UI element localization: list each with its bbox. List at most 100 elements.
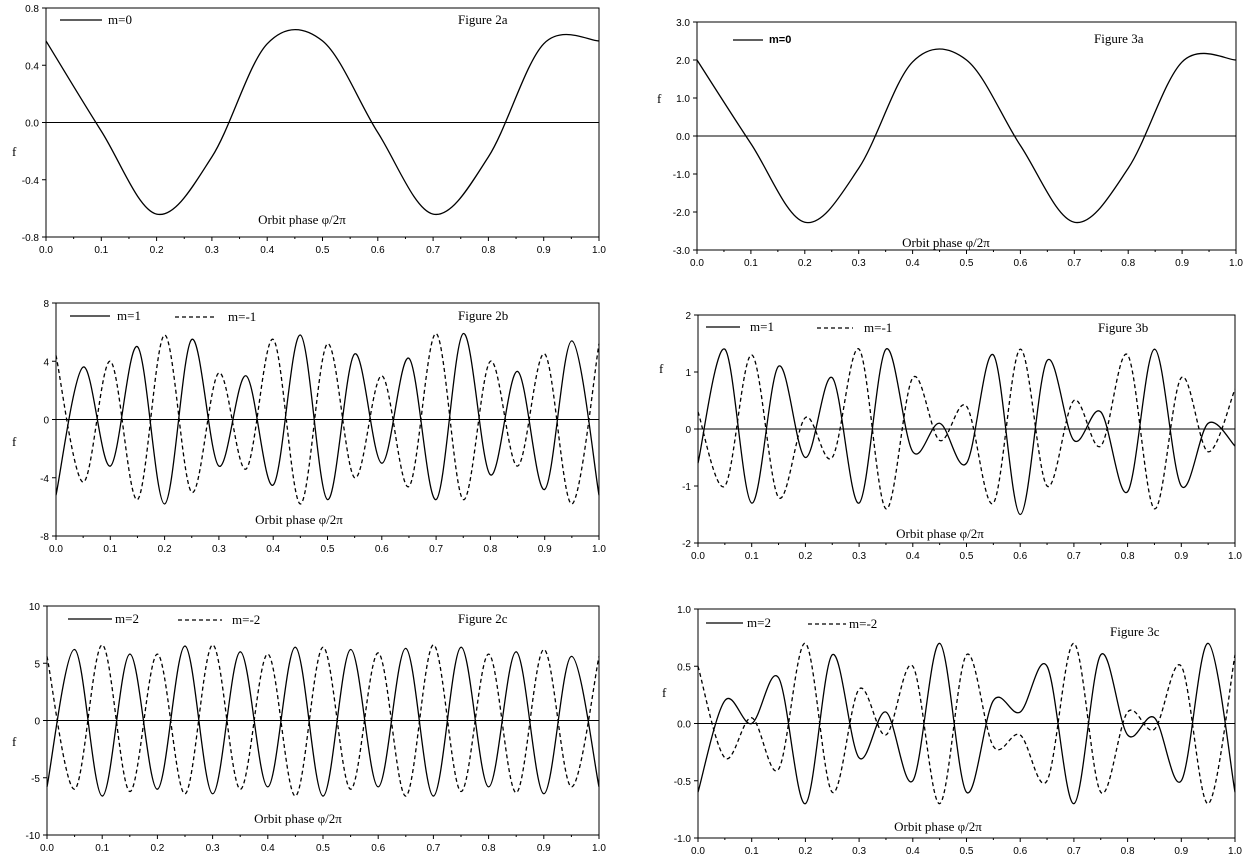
y-axis-label: f bbox=[657, 91, 662, 106]
x-tick-label: 0.1 bbox=[103, 544, 117, 555]
y-tick-label: 1.0 bbox=[677, 605, 691, 616]
series-line-m=1 bbox=[697, 348, 1236, 516]
x-tick-label: 0.2 bbox=[158, 544, 172, 555]
y-axis-label: f bbox=[12, 144, 17, 159]
y-tick-label: 2.0 bbox=[676, 56, 690, 67]
x-tick-label: 0.1 bbox=[94, 245, 108, 256]
legend-label: m=0 bbox=[108, 12, 132, 27]
series-line-m=1 bbox=[55, 332, 600, 505]
x-tick-label: 0.0 bbox=[691, 846, 705, 857]
y-tick-label: -5 bbox=[31, 774, 40, 785]
x-tick-label: 0.4 bbox=[266, 544, 280, 555]
x-tick-label: 1.0 bbox=[592, 245, 606, 256]
x-tick-label: 0.8 bbox=[483, 544, 497, 555]
series-line-m=2 bbox=[46, 645, 600, 797]
x-tick-label: 0.5 bbox=[960, 258, 974, 269]
x-tick-label: 0.6 bbox=[371, 843, 385, 854]
legend-label: m=0 bbox=[769, 34, 791, 46]
figure-title: Figure 3b bbox=[1098, 320, 1148, 335]
y-tick-label: -0.8 bbox=[22, 233, 40, 244]
figure-title: Figure 2a bbox=[458, 12, 508, 27]
y-tick-label: 0.0 bbox=[676, 132, 690, 143]
x-tick-label: 0.7 bbox=[426, 843, 440, 854]
x-tick-label: 0.9 bbox=[538, 544, 552, 555]
y-tick-label: 1 bbox=[685, 368, 691, 379]
x-tick-label: 0.0 bbox=[690, 258, 704, 269]
figure-title: Figure 2b bbox=[458, 308, 508, 323]
legend-label: m=-1 bbox=[228, 309, 256, 324]
y-tick-label: -1.0 bbox=[674, 834, 692, 845]
x-tick-label: 0.5 bbox=[321, 544, 335, 555]
x-tick-label: 0.0 bbox=[40, 843, 54, 854]
x-tick-label: 0.2 bbox=[150, 843, 164, 854]
x-tick-label: 0.3 bbox=[852, 846, 866, 857]
y-tick-label: 10 bbox=[29, 602, 41, 613]
chart-fig2a: 0.0 0.1 0.2 0.3 0.4 0.5 0.6 0.7 0.8 0.9 1.0 0.8 0.4 0… bbox=[12, 4, 606, 256]
x-tick-label: 0.9 bbox=[537, 245, 551, 256]
y-tick-label: 0.0 bbox=[25, 119, 39, 130]
x-axis-label: Orbit phase φ/2π bbox=[894, 819, 982, 834]
x-tick-label: 0.3 bbox=[852, 258, 866, 269]
x-tick-label: 0.0 bbox=[691, 551, 705, 562]
legend-label: m=1 bbox=[117, 308, 141, 323]
x-tick-label: 0.9 bbox=[537, 843, 551, 854]
x-axis-label: Orbit phase φ/2π bbox=[896, 526, 984, 541]
chart-fig3a: 0.0 0.1 0.2 0.3 0.4 0.5 0.6 0.7 0.8 0.9 1.0 3.0 2.0 1… bbox=[657, 18, 1243, 269]
x-tick-label: 0.6 bbox=[375, 544, 389, 555]
x-tick-label: 0.1 bbox=[745, 846, 759, 857]
y-tick-label: 0 bbox=[43, 416, 49, 427]
y-axis-label: f bbox=[12, 734, 17, 749]
x-tick-label: 1.0 bbox=[592, 843, 606, 854]
x-tick-label: 0.9 bbox=[1174, 551, 1188, 562]
x-tick-label: 0.7 bbox=[1067, 846, 1081, 857]
x-tick-label: 0.9 bbox=[1175, 258, 1189, 269]
figure-title: Figure 3c bbox=[1110, 624, 1160, 639]
y-tick-label: 0.0 bbox=[677, 720, 691, 731]
series-line-m=0 bbox=[696, 48, 1237, 224]
x-tick-label: 0.2 bbox=[150, 245, 164, 256]
x-tick-label: 0.6 bbox=[1013, 551, 1027, 562]
chart-fig2c: 0.0 0.1 0.2 0.3 0.4 0.5 0.6 0.7 0.8 0.9 1.0 10 5 0 -5 -… bbox=[12, 602, 606, 854]
series-line-m=2 bbox=[697, 642, 1236, 805]
x-axis-label: Orbit phase φ/2π bbox=[254, 811, 342, 826]
x-tick-label: 0.3 bbox=[206, 843, 220, 854]
y-tick-label: -2 bbox=[682, 539, 691, 550]
legend-label: m=2 bbox=[747, 615, 771, 630]
x-tick-label: 0.3 bbox=[205, 245, 219, 256]
x-tick-label: 1.0 bbox=[592, 544, 606, 555]
x-tick-label: 1.0 bbox=[1228, 846, 1242, 857]
x-axis-label: Orbit phase φ/2π bbox=[255, 512, 343, 527]
chart-fig3b: 0.0 0.1 0.2 0.3 0.4 0.5 0.6 0.7 0.8 0.9 1.0 2 1 0 -1 -2… bbox=[659, 311, 1242, 562]
x-tick-label: 0.6 bbox=[1013, 846, 1027, 857]
legend-label: m=2 bbox=[115, 611, 139, 626]
x-tick-label: 0.1 bbox=[744, 258, 758, 269]
y-tick-label: 1.0 bbox=[676, 94, 690, 105]
y-axis-label: f bbox=[12, 434, 17, 449]
y-tick-label: 0 bbox=[685, 425, 691, 436]
y-tick-label: 4 bbox=[43, 357, 49, 368]
x-tick-label: 0.2 bbox=[798, 258, 812, 269]
x-tick-label: 0.4 bbox=[906, 846, 920, 857]
y-tick-label: -2.0 bbox=[673, 208, 691, 219]
x-tick-label: 0.1 bbox=[95, 843, 109, 854]
x-axis-label: Orbit phase φ/2π bbox=[902, 235, 990, 250]
y-tick-label: 2 bbox=[685, 311, 691, 322]
y-axis-label: f bbox=[662, 685, 667, 700]
y-tick-label: -0.4 bbox=[22, 176, 40, 187]
x-tick-label: 0.7 bbox=[429, 544, 443, 555]
x-tick-label: 1.0 bbox=[1229, 258, 1243, 269]
x-tick-label: 0.4 bbox=[261, 843, 275, 854]
figure-title: Figure 3a bbox=[1094, 31, 1144, 46]
chart-fig2b: 0.0 0.1 0.2 0.3 0.4 0.5 0.6 0.7 0.8 0.9 1.0 8 4 0 -4 -8… bbox=[12, 299, 606, 555]
x-tick-label: 0.8 bbox=[1121, 258, 1135, 269]
y-tick-label: -0.5 bbox=[674, 777, 692, 788]
x-tick-label: 0.3 bbox=[212, 544, 226, 555]
x-tick-label: 0.7 bbox=[426, 245, 440, 256]
x-tick-label: 0.0 bbox=[39, 245, 53, 256]
x-tick-label: 0.4 bbox=[906, 551, 920, 562]
x-tick-label: 0.7 bbox=[1067, 258, 1081, 269]
x-tick-label: 0.5 bbox=[316, 245, 330, 256]
legend-label: m=1 bbox=[750, 319, 774, 334]
series-line-m=-2 bbox=[46, 644, 600, 797]
y-tick-label: -8 bbox=[40, 532, 49, 543]
